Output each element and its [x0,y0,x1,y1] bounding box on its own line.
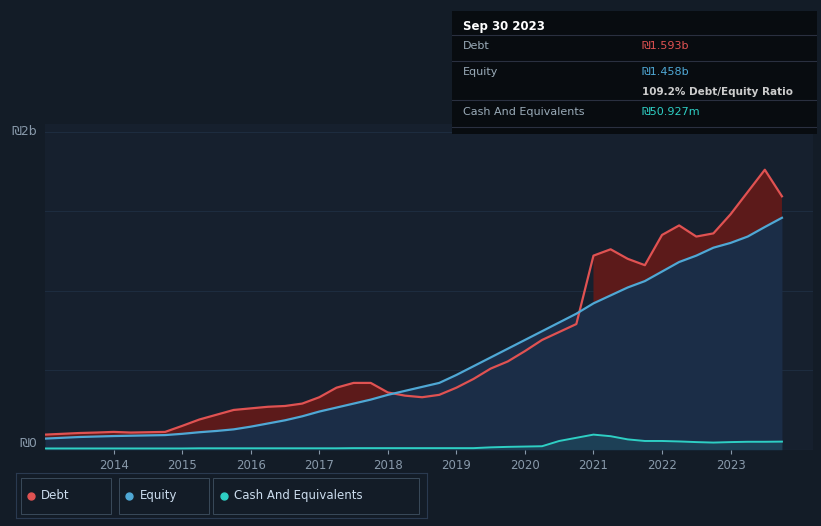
Text: ₪50.927m: ₪50.927m [641,107,700,117]
Text: Equity: Equity [462,67,498,77]
Text: ₪2b: ₪2b [11,125,38,138]
Text: Cash And Equivalents: Cash And Equivalents [234,489,363,502]
Text: Debt: Debt [41,489,70,502]
Text: Sep 30 2023: Sep 30 2023 [462,21,544,34]
Text: 109.2% Debt/Equity Ratio: 109.2% Debt/Equity Ratio [641,87,792,97]
Text: ₪0: ₪0 [20,437,38,450]
Text: ₪1.458b: ₪1.458b [641,67,689,77]
Text: Cash And Equivalents: Cash And Equivalents [462,107,584,117]
Text: Equity: Equity [140,489,177,502]
Text: ₪1.593b: ₪1.593b [641,42,689,52]
Text: Debt: Debt [462,42,489,52]
